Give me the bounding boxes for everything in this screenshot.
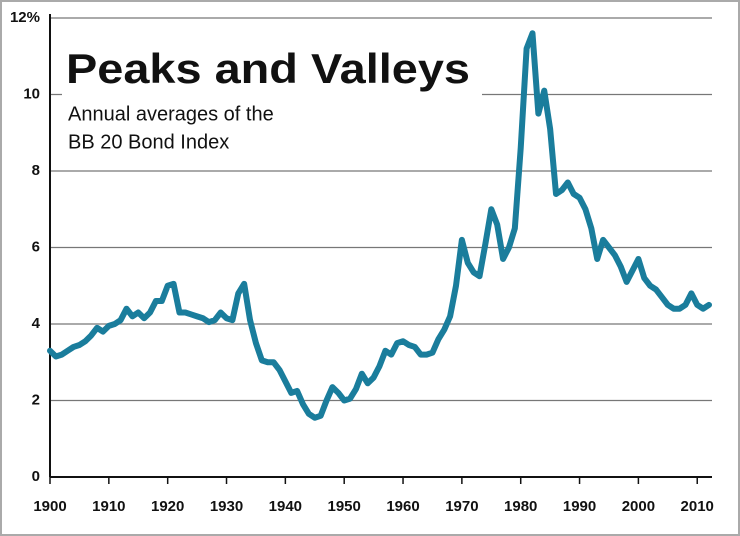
x-tick-label: 1990 bbox=[563, 498, 596, 515]
y-tick-label: 2 bbox=[32, 391, 40, 408]
x-tick-label: 1980 bbox=[504, 498, 537, 515]
x-tick-label: 1970 bbox=[445, 498, 478, 515]
x-tick-label: 1950 bbox=[328, 498, 361, 515]
x-tick-label: 2010 bbox=[681, 498, 714, 515]
chart-subtitle: Annual averages of the bbox=[68, 103, 274, 125]
y-tick-label: 12% bbox=[10, 9, 40, 26]
x-tick-label: 1930 bbox=[210, 498, 243, 515]
y-tick-label: 10 bbox=[23, 85, 40, 102]
title-backdrop bbox=[62, 40, 482, 160]
x-tick-label: 2000 bbox=[622, 498, 655, 515]
x-tick-label: 1940 bbox=[269, 498, 302, 515]
x-tick-label: 1900 bbox=[33, 498, 66, 515]
x-tick-label: 1910 bbox=[92, 498, 125, 515]
x-tick-label: 1960 bbox=[386, 498, 419, 515]
y-tick-label: 4 bbox=[32, 315, 41, 332]
chart-title: Peaks and Valleys bbox=[66, 45, 470, 92]
x-tick-label: 1920 bbox=[151, 498, 184, 515]
y-tick-label: 8 bbox=[32, 162, 40, 179]
y-tick-label: 6 bbox=[32, 238, 40, 255]
y-tick-label: 0 bbox=[32, 468, 40, 485]
data-line bbox=[47, 30, 712, 421]
chart-subtitle: BB 20 Bond Index bbox=[68, 131, 229, 153]
